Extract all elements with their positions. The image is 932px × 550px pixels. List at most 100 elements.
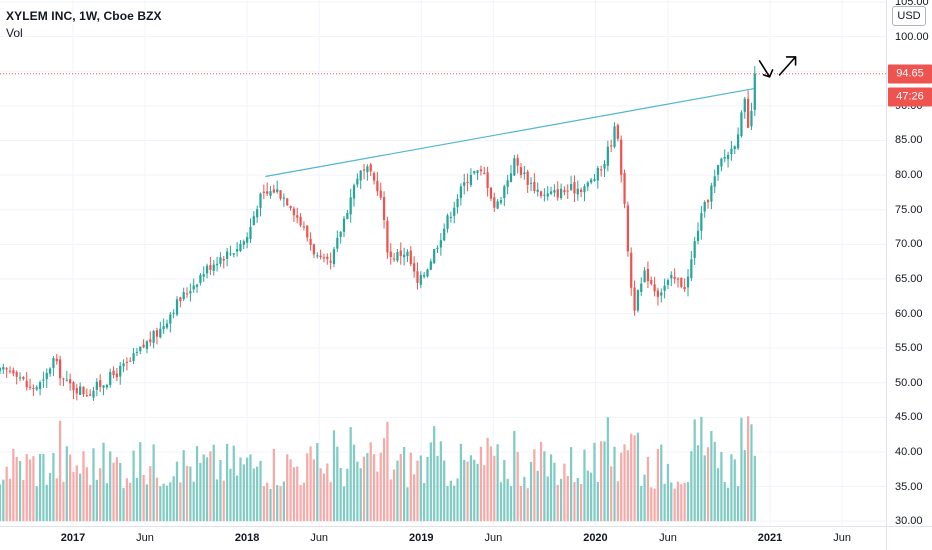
volume-bar — [89, 484, 92, 522]
candle-body — [125, 361, 129, 363]
y-tick-label: 100.00 — [895, 30, 929, 43]
candle-body — [590, 179, 593, 183]
candle-body — [2, 367, 5, 370]
candle-body — [733, 146, 736, 150]
candle-body — [72, 382, 75, 391]
x-tick-label: Jun — [659, 532, 677, 544]
candle-body — [546, 193, 549, 197]
volume-bar — [439, 441, 442, 522]
volume-bar — [326, 463, 329, 522]
volume-bar — [713, 441, 716, 522]
candle-body — [122, 363, 125, 367]
volume-bar — [513, 430, 516, 522]
volume-bar — [569, 447, 573, 522]
candle-body — [750, 111, 753, 127]
candle-body — [115, 373, 119, 378]
candle-body — [399, 250, 402, 257]
volume-bar — [382, 438, 386, 522]
candle-body — [529, 182, 533, 184]
volume-bar — [195, 446, 199, 522]
candle-body — [503, 186, 506, 199]
arrow-down-icon — [758, 60, 774, 78]
candle-body — [352, 185, 356, 199]
volume-bar — [463, 459, 466, 522]
volume-bar — [69, 454, 72, 522]
volume-bar — [99, 468, 102, 522]
volume-bar — [356, 461, 359, 522]
time-axis[interactable]: 2017 Jun 2018 Jun 2019 Jun 2020 Jun 2021 Jun — [0, 526, 886, 550]
candle-body — [232, 253, 235, 255]
candle-body — [339, 232, 342, 237]
candle-body — [536, 189, 539, 192]
volume-bar — [416, 460, 419, 522]
volume-bar — [696, 445, 700, 522]
candle-body — [172, 312, 175, 314]
chart-area[interactable]: XYLEM INC, 1W, Cboe BZX Vol — [0, 0, 886, 526]
volume-bar — [566, 475, 569, 522]
candle-body — [369, 164, 372, 172]
candle-body — [132, 353, 135, 362]
volume-bar — [683, 482, 686, 522]
candle-body — [406, 251, 409, 257]
volume-bar — [650, 487, 653, 522]
candle-body — [413, 263, 416, 272]
volume-bar — [610, 466, 613, 522]
candle-body — [99, 380, 102, 387]
volume-bar — [726, 487, 730, 522]
y-tick-label: 55.00 — [895, 342, 923, 355]
candle-body — [466, 181, 469, 183]
candle-body — [192, 285, 195, 290]
symbol-title[interactable]: XYLEM INC, 1W, Cboe BZX — [6, 9, 162, 23]
y-tick-label: 60.00 — [895, 307, 923, 320]
candle-body — [189, 291, 192, 294]
volume-bar — [312, 459, 316, 522]
candle-body — [252, 216, 255, 226]
trendline[interactable] — [265, 87, 755, 178]
candle-body — [576, 188, 579, 195]
candle-body — [129, 360, 132, 362]
candle-body — [269, 191, 272, 196]
candle-body — [726, 155, 730, 159]
volume-bar — [556, 484, 559, 522]
candle-body — [456, 198, 459, 208]
volume-bar — [576, 477, 579, 522]
candle-body — [463, 182, 466, 186]
volume-bar — [129, 482, 132, 522]
volume-label[interactable]: Vol — [6, 26, 23, 40]
candle-body — [723, 156, 726, 159]
drawn-arrows[interactable] — [758, 56, 797, 78]
volume-bar — [346, 468, 349, 522]
currency-button[interactable]: USD — [892, 6, 926, 26]
volume-bar — [476, 463, 479, 522]
candle-body — [229, 253, 232, 255]
candle-body — [209, 265, 212, 270]
price-axis[interactable]: USD 105.00100.0095.0090.0085.0080.0075.0… — [886, 0, 932, 527]
volume-bar — [723, 482, 726, 522]
candle-body — [142, 344, 145, 348]
volume-bar — [693, 419, 696, 522]
candle-body — [449, 216, 452, 218]
candle-body — [703, 202, 706, 212]
candle-body — [179, 297, 182, 302]
candle-body — [292, 208, 296, 216]
candle-body — [486, 172, 489, 188]
volume-bar — [309, 446, 312, 522]
candle-body — [670, 274, 673, 279]
price-chart[interactable] — [0, 0, 886, 526]
x-tick-label: Jun — [484, 532, 503, 544]
x-tick-label: Jun — [136, 532, 154, 544]
volume-bar — [2, 479, 5, 522]
volume-bar — [205, 457, 209, 522]
volume-bar — [302, 482, 306, 522]
volume-bar — [419, 455, 422, 522]
candle-body — [109, 372, 112, 385]
volume-bar — [553, 462, 556, 522]
candle-body — [392, 258, 396, 260]
x-tick-label: 2019 — [409, 532, 434, 544]
volume-bar — [15, 456, 18, 522]
volume-bar — [413, 474, 416, 522]
volume-bar — [239, 457, 242, 522]
candle-body — [162, 326, 165, 330]
candle-body — [212, 264, 215, 271]
volume-bar — [600, 441, 603, 522]
